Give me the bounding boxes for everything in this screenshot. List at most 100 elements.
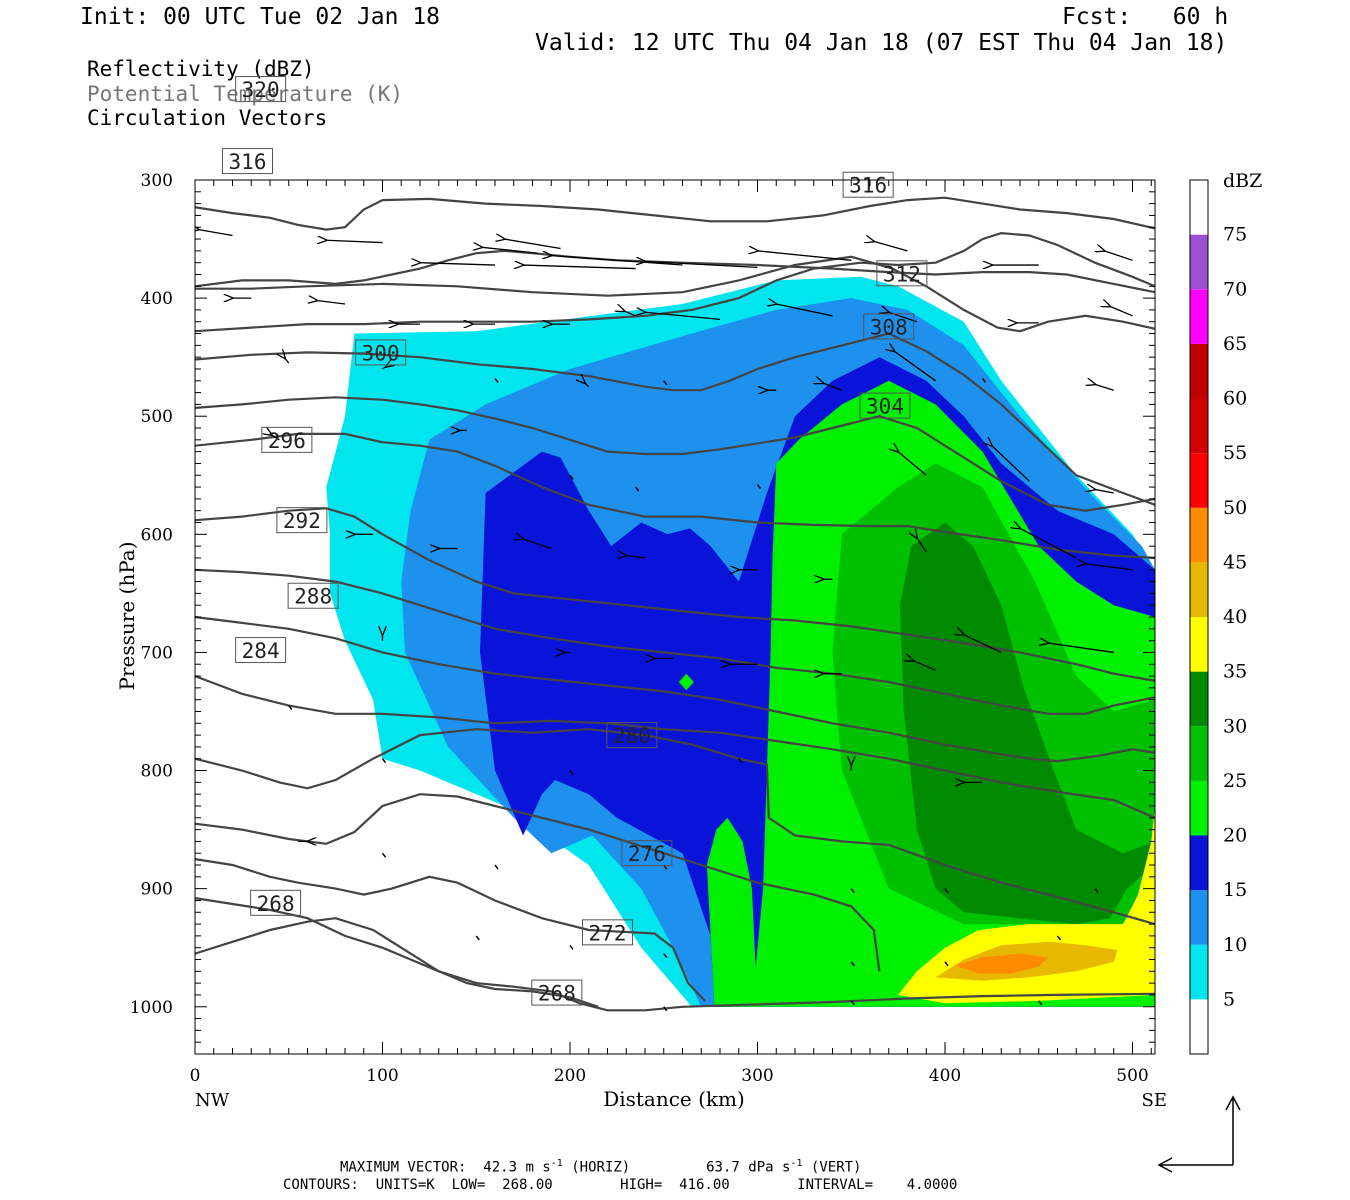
colorbar-tick-label: 25 <box>1223 770 1247 792</box>
vector-arrow <box>850 961 855 967</box>
vector-arrow <box>569 474 574 480</box>
theta-label-272: 272 <box>582 919 633 946</box>
theta-label-box <box>287 582 339 609</box>
max-vert-tag: (VERT) <box>810 1159 862 1176</box>
theta-label-text: 276 <box>628 842 666 866</box>
colorbar-tick-label: 65 <box>1223 333 1247 355</box>
vector-arrow <box>913 661 936 671</box>
theta-label-300: 300 <box>355 339 407 366</box>
theta-contours <box>195 196 1155 1012</box>
reflectivity-region-30 <box>900 522 1155 925</box>
theta-contour-316 <box>195 231 1155 333</box>
vector-arrow <box>823 383 843 391</box>
vector-arrow <box>1086 564 1133 571</box>
theta-contour-300 <box>195 432 1155 559</box>
max-vert-value: 63.7 <box>706 1159 740 1176</box>
colorbar-swatch <box>1190 234 1208 290</box>
colorbar-swatch <box>1190 289 1208 344</box>
forecast-hour: Fcst: 60 h <box>1062 4 1229 30</box>
theta-label-312: 312 <box>876 260 928 287</box>
max-horiz-unit: m s <box>525 1159 551 1176</box>
x-tick-label: 0 <box>190 1066 201 1086</box>
colorbar-swatch <box>1190 453 1208 508</box>
theta-label-296: 296 <box>261 426 313 453</box>
colorbar-swatch <box>1190 944 1208 1000</box>
x-tick-label: 100 <box>366 1066 398 1086</box>
theta-label-box <box>250 889 302 916</box>
vector-arrow <box>1104 251 1133 261</box>
theta-label-text: 320 <box>242 78 280 102</box>
max-vert-unit: dPa s <box>748 1159 791 1176</box>
colorbar-swatch <box>1190 507 1208 563</box>
vector-arrow <box>1094 888 1099 894</box>
reference-vector <box>1157 1095 1241 1173</box>
vector-arrow <box>1095 489 1114 494</box>
theta-label-box <box>355 339 407 366</box>
theta-contour-304 <box>195 396 1155 512</box>
theta-label-text: 288 <box>294 585 332 609</box>
y-tick-label: 300 <box>141 171 173 191</box>
vector-arrow <box>285 358 290 364</box>
colorbar-swatch <box>1190 343 1208 399</box>
x-axis-label: Distance (km) <box>603 1087 745 1111</box>
theta-label-292: 292 <box>276 507 328 533</box>
vector-arrow <box>626 556 646 558</box>
colorbar-tick-label: 40 <box>1223 606 1247 628</box>
nw-end-label: NW <box>195 1090 230 1111</box>
colorbar-title: dBZ <box>1223 170 1262 192</box>
contour-info: CONTOURS: UNITS=K LOW= 268.00 HIGH= 416.… <box>283 1177 958 1193</box>
theta-contour-268 <box>195 897 1155 1012</box>
contour-labels: 268 268 272 276 280 284 288 292 296 300 304 308 312 3… <box>222 76 928 1006</box>
theta-contour-268 <box>195 917 599 1008</box>
vector-arrow <box>663 1006 668 1012</box>
vector-arrow <box>624 311 636 317</box>
theta-label-276: 276 <box>621 840 673 867</box>
theta-contour-308 <box>195 332 1155 506</box>
theta-label-box <box>531 979 583 1006</box>
colorbar-tick-label: 30 <box>1223 715 1247 737</box>
vector-arrow <box>645 262 758 269</box>
vector-arrow <box>475 935 480 941</box>
vector-arrow <box>1110 306 1133 317</box>
colorbar-tick-label: 75 <box>1223 224 1247 246</box>
colorbar-tick-label: 60 <box>1223 388 1247 410</box>
theta-label-284: 284 <box>235 637 287 664</box>
colorbar-swatch <box>1190 671 1208 727</box>
colorbar-swatch <box>1190 180 1208 235</box>
y-axis-label: Pressure (hPa) <box>115 542 139 691</box>
max-vector-label: MAXIMUM VECTOR: <box>340 1159 467 1176</box>
circulation-vectors <box>199 230 1133 1012</box>
theta-label-316: 316 <box>842 171 894 198</box>
max-horiz-tag: (HORIZ) <box>571 1159 631 1176</box>
colorbar-tick-label: 20 <box>1223 825 1247 847</box>
y-tick-label: 700 <box>141 643 173 663</box>
vector-arrow <box>850 888 855 894</box>
vector-arrow <box>1048 643 1114 654</box>
theta-label-text: 280 <box>613 724 651 748</box>
theta-label-text: 304 <box>866 395 904 419</box>
vector-arrow <box>288 705 293 711</box>
theta-contour-296 <box>195 507 1155 682</box>
theta-label-320: 320 <box>235 76 287 103</box>
theta-label-text: 284 <box>242 639 280 663</box>
se-end-label: SE <box>1142 1090 1167 1111</box>
vector-arrow <box>898 452 927 476</box>
theta-label-280: 280 <box>606 722 658 749</box>
colorbar-tick-label: 70 <box>1223 278 1247 300</box>
max-horiz-exponent: -1 <box>550 1158 563 1169</box>
vector-arrow <box>992 446 1030 482</box>
vector-arrow <box>776 304 833 317</box>
axes: 0 100 200 300 400 500 300 400 500 600 700 800 900 100… <box>115 171 1167 1111</box>
x-tick-label: 300 <box>741 1066 773 1086</box>
x-tick-label: 200 <box>554 1066 586 1086</box>
vector-arrow <box>850 1000 855 1006</box>
vector-arrow <box>663 380 668 386</box>
theta-label-box <box>859 392 911 419</box>
theta-label-box <box>261 426 313 453</box>
vector-arrow <box>1038 1000 1043 1006</box>
theta-label-box <box>582 919 633 946</box>
vector-arrow <box>874 241 908 252</box>
y-tick-label: 400 <box>141 289 173 309</box>
vector-arrow <box>894 351 937 382</box>
colorbar-swatch <box>1190 398 1208 454</box>
